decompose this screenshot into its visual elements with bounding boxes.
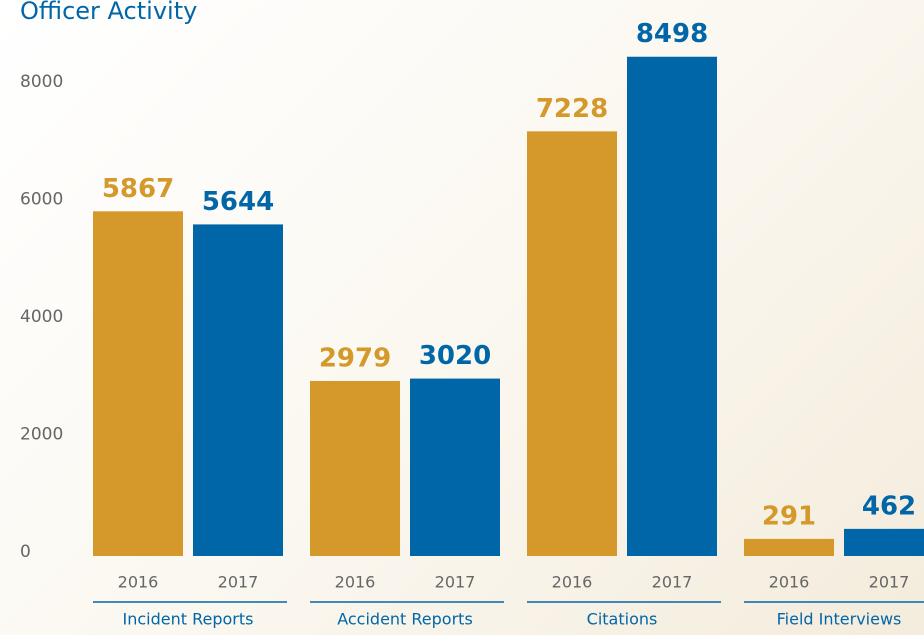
bar — [744, 538, 834, 556]
series-label: 2016 — [769, 573, 810, 592]
value-label: 8498 — [636, 19, 708, 49]
value-label: 3020 — [419, 341, 491, 371]
series-label: 2017 — [869, 573, 910, 592]
series-label: 2016 — [118, 573, 159, 592]
bar — [93, 211, 183, 556]
y-tick-label: 8000 — [20, 72, 63, 92]
value-label: 7228 — [536, 94, 608, 124]
value-label: 2979 — [319, 343, 391, 373]
bar — [627, 56, 717, 557]
bar — [193, 224, 283, 557]
chart-title: Officer Activity — [20, 0, 197, 25]
y-tick-label: 4000 — [20, 307, 63, 327]
series-label: 2017 — [652, 573, 693, 592]
value-label: 5867 — [102, 174, 174, 204]
bar — [844, 528, 924, 556]
value-label: 291 — [762, 501, 816, 531]
y-tick-label: 2000 — [20, 425, 63, 445]
value-label: 462 — [862, 491, 916, 521]
series-label: 2017 — [435, 573, 476, 592]
value-label: 5644 — [202, 187, 274, 217]
x-tick-label: Accident Reports — [337, 610, 473, 629]
y-tick-label: 0 — [20, 542, 31, 562]
series-label: 2016 — [335, 573, 376, 592]
series-label: 2017 — [218, 573, 259, 592]
y-tick-label: 6000 — [20, 190, 63, 210]
x-tick-label: Incident Reports — [123, 610, 254, 629]
bar — [527, 131, 617, 557]
bar — [410, 378, 500, 556]
x-tick-label: Field Interviews — [777, 610, 902, 629]
x-tick-label: Citations — [587, 610, 658, 629]
bar — [310, 380, 400, 556]
series-label: 2016 — [552, 573, 593, 592]
